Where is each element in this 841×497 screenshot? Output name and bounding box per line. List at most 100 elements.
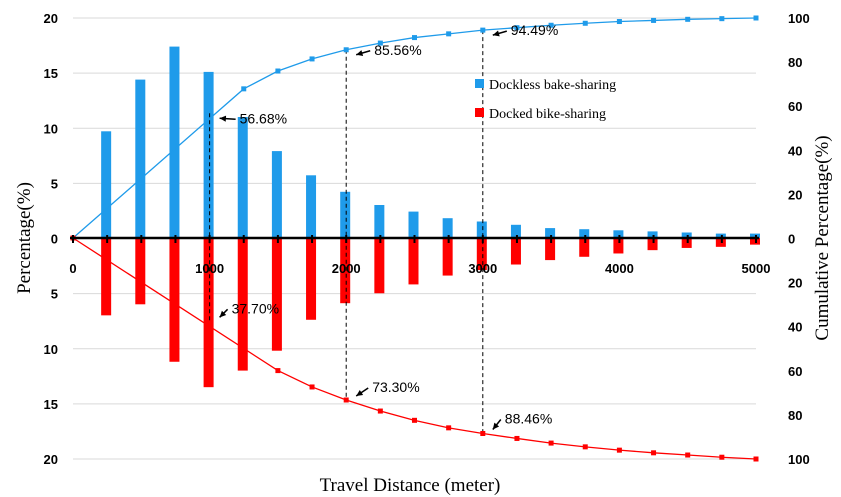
dockless-bar <box>306 175 317 238</box>
right-tick-label: 60 <box>788 364 802 379</box>
left-tick-label: 10 <box>44 121 58 136</box>
dockless-bar <box>374 205 385 238</box>
dockless-bar <box>510 224 521 238</box>
docked-bar <box>510 238 521 265</box>
gridlines <box>73 17 756 460</box>
right-axis-title: Cumulative Percentage(%) <box>812 135 833 340</box>
dockless-bar <box>476 221 487 238</box>
dockless-cumulative-marker <box>548 22 554 28</box>
dockless-cumulative-marker <box>241 86 247 92</box>
dockless-cumulative-marker <box>582 20 588 26</box>
docked-bar <box>135 238 146 305</box>
left-tick-label: 10 <box>44 342 58 357</box>
dockless-cumulative-marker <box>719 16 725 22</box>
dockless-cumulative-marker <box>275 68 281 74</box>
annotation-arrow-head <box>356 50 364 56</box>
dockless-bar <box>647 231 658 238</box>
dashed-guides <box>209 30 484 434</box>
dockless-cumulative-marker <box>377 40 383 46</box>
docked-cumulative-marker <box>616 447 622 453</box>
bars <box>101 46 760 388</box>
dockless-bar <box>101 131 112 238</box>
annotation-label: 56.68% <box>240 110 287 126</box>
left-axis-title: Percentage(%) <box>14 182 35 294</box>
annotation-label: 85.56% <box>374 42 421 58</box>
docked-cumulative-marker <box>514 435 520 441</box>
dockless-bar <box>579 229 590 238</box>
docked-bar <box>271 238 282 351</box>
annotation-arrow-head <box>492 30 500 37</box>
dockless-cumulative-marker <box>480 27 486 33</box>
dockless-bar <box>340 191 351 238</box>
docked-cumulative-marker <box>582 444 588 450</box>
x-tick-label: 3000 <box>468 261 497 276</box>
dockless-cumulative-marker <box>446 31 452 37</box>
dockless-cumulative-marker <box>412 35 417 41</box>
legend: Dockless bake-sharing Docked bike-sharin… <box>475 78 616 122</box>
docked-bar <box>169 238 180 362</box>
legend-label-dockless: Dockless bake-sharing <box>489 78 616 93</box>
right-tick-label: 20 <box>788 187 802 202</box>
x-tick-label: 2000 <box>332 261 361 276</box>
x-tick-label: 4000 <box>605 261 634 276</box>
right-tick-label: 80 <box>788 55 802 70</box>
x-axis-title: Travel Distance (meter) <box>320 475 501 496</box>
annotation-arrow-head <box>492 422 500 430</box>
annotation-arrow-head <box>356 389 364 396</box>
dockless-cumulative-marker <box>343 47 349 53</box>
docked-cumulative-marker <box>412 417 417 423</box>
dockless-cumulative-marker <box>514 25 520 31</box>
docked-cumulative-marker <box>343 397 349 403</box>
dockless-bar <box>237 117 248 238</box>
right-tick-label: 100 <box>788 452 810 467</box>
left-tick-label: 15 <box>44 397 58 412</box>
docked-cumulative-line <box>72 237 757 460</box>
dockless-cumulative-marker <box>309 56 315 62</box>
legend-label-docked: Docked bike-sharing <box>489 107 606 122</box>
dockless-bar <box>613 230 624 238</box>
docked-bar <box>237 238 248 371</box>
annotation-label: 73.30% <box>372 379 419 395</box>
docked-cumulative-marker <box>753 456 759 462</box>
docked-cumulative-marker <box>446 425 452 431</box>
docked-cumulative-marker <box>309 384 315 390</box>
docked-bar <box>101 238 112 316</box>
x-tick-label: 0 <box>69 261 76 276</box>
right-tick-label: 80 <box>788 408 802 423</box>
docked-bar <box>579 238 590 257</box>
annotation-label: 94.49% <box>511 22 558 38</box>
annotation-label: 88.46% <box>505 410 552 426</box>
docked-cumulative-marker <box>651 450 657 456</box>
left-tick-label: 5 <box>51 176 58 191</box>
left-tick-label: 20 <box>44 11 58 26</box>
dockless-bar <box>408 211 419 238</box>
dockless-cumulative-marker <box>651 17 657 23</box>
docked-bar <box>408 238 419 285</box>
docked-bar <box>374 238 385 294</box>
left-tick-label: 15 <box>44 66 58 81</box>
docked-cumulative-marker <box>719 454 725 460</box>
dockless-bar <box>545 228 556 238</box>
dockless-bar <box>271 151 282 238</box>
x-tick-label: 5000 <box>742 261 771 276</box>
docked-bar <box>306 238 317 320</box>
dockless-cumulative-marker <box>616 19 622 25</box>
dockless-bar <box>169 46 180 238</box>
annotation-arrow-head <box>219 310 227 318</box>
docked-cumulative-marker <box>275 368 281 374</box>
docked-cumulative-marker <box>480 430 486 436</box>
legend-swatch-dockless <box>475 79 484 88</box>
right-tick-label: 100 <box>788 11 810 26</box>
docked-bar <box>545 238 556 261</box>
docked-bar <box>647 238 658 251</box>
dockless-bar <box>135 79 146 238</box>
docked-bar <box>476 238 487 271</box>
docked-cumulative-marker <box>548 440 554 446</box>
dockless-cumulative-marker <box>685 16 691 22</box>
docked-cumulative-marker <box>377 408 383 414</box>
docked-cumulative-marker <box>685 452 691 458</box>
annotation-arrow-head <box>219 115 227 122</box>
annotations: 56.68% 85.56% 94.49% 37.70% 73.30% 88.46% <box>219 22 558 430</box>
